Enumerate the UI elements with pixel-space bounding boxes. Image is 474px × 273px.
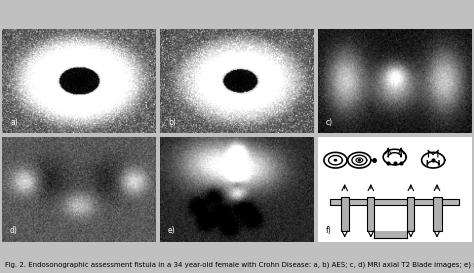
Circle shape	[358, 159, 360, 161]
Text: d): d)	[10, 226, 18, 235]
Circle shape	[334, 159, 337, 161]
FancyBboxPatch shape	[367, 197, 374, 231]
FancyBboxPatch shape	[341, 197, 349, 231]
Text: Fig. 2. Endosonographic assessment fistula in a 34 year-old female with Crohn Di: Fig. 2. Endosonographic assessment fistu…	[5, 261, 474, 268]
Text: b): b)	[168, 118, 176, 127]
FancyBboxPatch shape	[407, 197, 414, 231]
Text: f): f)	[326, 226, 331, 235]
Text: c): c)	[326, 118, 333, 127]
FancyBboxPatch shape	[433, 197, 442, 231]
Text: e): e)	[168, 226, 175, 235]
FancyBboxPatch shape	[330, 199, 459, 205]
Text: a): a)	[10, 118, 18, 127]
